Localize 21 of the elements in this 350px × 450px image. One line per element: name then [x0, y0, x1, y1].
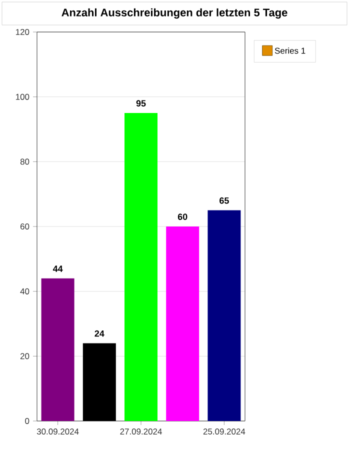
data-label: 44 — [52, 266, 63, 272]
bar — [41, 278, 74, 422]
y-tick-label: 20 — [20, 353, 30, 360]
data-label: 60 — [178, 214, 188, 220]
y-tick-label: 60 — [20, 224, 30, 230]
y-tick-label: 80 — [20, 158, 30, 165]
bar — [124, 113, 158, 422]
data-label: 95 — [136, 100, 146, 107]
chart-title: Anzahl Ausschreibungen der letzten 5 Tage — [62, 8, 288, 19]
y-tick-label: 40 — [20, 288, 30, 294]
bar — [166, 226, 200, 422]
y-tick-label: 120 — [16, 29, 30, 35]
data-label: 24 — [94, 330, 104, 337]
data-label: 65 — [220, 197, 229, 204]
x-tick-label: 30.09.2024 — [36, 428, 79, 435]
y-tick-label: 0 — [25, 418, 30, 424]
y-tick-label: 100 — [16, 94, 30, 100]
text: Series 1 — [274, 47, 306, 54]
x-tick-label: 27.09.2024 — [120, 428, 162, 435]
x-tick-label: 25.09.2024 — [203, 428, 246, 435]
bar — [208, 210, 241, 422]
